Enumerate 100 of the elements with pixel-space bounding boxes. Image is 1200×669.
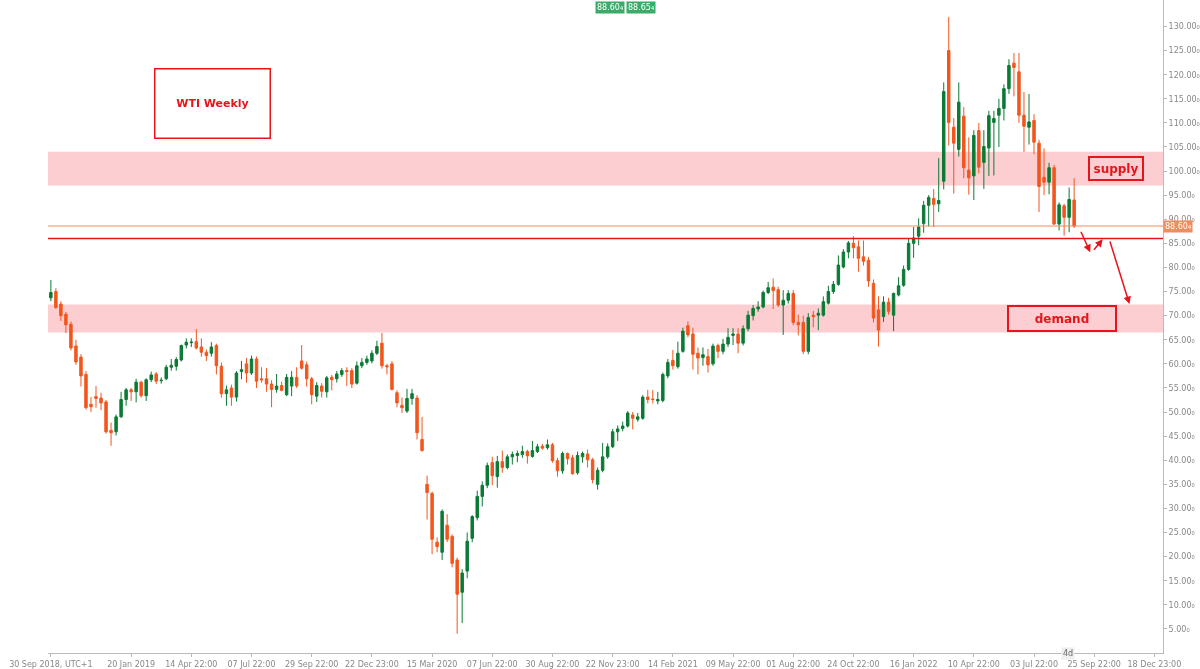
candlestick [505,453,510,470]
x-tick-label: 16 Jan 2022 [889,659,938,669]
candlestick [836,254,841,287]
candlestick [440,508,444,561]
candlestick [585,449,590,468]
y-tick-label: 80.00₀ [1168,263,1195,273]
candlestick [701,346,705,367]
ref-line-label: 88.60₄ [1165,222,1192,231]
candlestick [435,536,439,553]
candlestick [671,349,675,371]
candlestick [229,384,234,407]
candlestick [154,371,158,385]
candlestick [681,327,685,354]
candlestick [234,370,239,402]
y-tick-label: 55.00₀ [1168,383,1195,393]
candlestick [269,379,274,408]
candlestick [415,394,419,441]
candlestick [239,360,244,380]
candlestick [1027,93,1031,146]
candlestick [846,240,851,259]
candlestick [861,239,866,267]
candlestick [736,327,740,354]
candlestick [540,443,545,451]
y-tick-label: 35.00₀ [1168,480,1195,490]
candlestick [856,239,861,273]
x-tick-label: 29 Sep 22:00 [285,659,339,669]
candlestick [325,375,329,399]
x-tick-label: 10 Apr 22:00 [947,659,1000,669]
candlestick [320,382,324,399]
candlestick [886,297,891,316]
candlestick [495,455,500,489]
x-tick-label: 22 Nov 23:00 [585,659,640,669]
candlestick [425,475,429,521]
candlestick [931,188,936,228]
text: WTI Weekly [176,97,249,110]
candlestick [525,449,530,465]
candlestick [916,217,921,246]
candlestick [49,279,53,302]
candlestick [1052,164,1056,226]
y-tick-label: 15.00₀ [1168,576,1195,586]
annotation: 88.60₄ [597,3,624,12]
band-label: demand [1034,311,1090,326]
candlestick [967,136,971,196]
x-tick-label: 07 Jul 22:00 [227,659,276,669]
candlestick [289,370,294,397]
candlestick [500,450,505,474]
candlestick [249,355,254,376]
y-tick-label: 105.00₀ [1168,142,1200,152]
candlestick [881,295,886,323]
x-tick-label: 14 Feb 2021 [647,659,698,669]
candlestick [896,276,901,297]
y-tick-label: 100.00₀ [1168,166,1200,176]
y-tick-label: 5.00₀ [1168,624,1190,634]
y-tick-label: 110.00₀ [1168,118,1200,128]
candlestick [580,451,585,464]
candlestick [254,356,259,389]
y-tick-label: 25.00₀ [1168,528,1195,538]
candlestick [942,81,946,190]
candlestick [711,343,715,367]
candlestick [274,373,279,394]
candlestick [520,445,525,459]
candlestick [530,440,535,459]
x-tick-label: 30 Aug 22:00 [525,659,580,669]
candlestick [279,381,284,392]
candlestick [330,374,334,391]
y-tick-label: 45.00₀ [1168,431,1195,441]
candlestick [400,397,404,414]
candlestick [535,443,540,454]
candlestick [952,117,956,195]
candlestick [420,416,424,453]
candlestick [209,341,214,358]
candlestick [716,343,720,359]
candlestick [1047,162,1051,195]
candlestick [631,411,635,430]
y-tick-label: 40.00₀ [1168,456,1195,466]
y-tick-label: 65.00₀ [1168,335,1195,345]
candlestick [1067,186,1071,233]
candlestick [430,491,434,555]
candlestick [1062,203,1066,237]
y-tick-label: 120.00₀ [1168,70,1200,80]
y-tick-label: 95.00₀ [1168,190,1195,200]
y-tick-label: 50.00₀ [1168,407,1195,417]
candlestick [129,387,133,402]
candlestick [159,376,163,385]
candlestick [891,292,896,332]
candlestick [731,327,735,346]
candlestick [259,366,264,384]
band-label: supply [1093,161,1139,176]
candlestick [1057,201,1061,231]
candlestick [314,381,319,403]
x-tick-label: 14 Apr 22:00 [165,659,218,669]
x-tick-label: 07 Jun 22:00 [466,659,518,669]
candlestick [565,452,570,466]
candlestick [1072,177,1076,229]
x-tick-label: 18 Dec 23:00 [1127,659,1182,669]
candlestick [911,226,916,259]
candlestick [876,295,881,347]
candlestick [676,341,680,370]
candlestick [841,248,846,269]
candlestick [244,357,249,384]
